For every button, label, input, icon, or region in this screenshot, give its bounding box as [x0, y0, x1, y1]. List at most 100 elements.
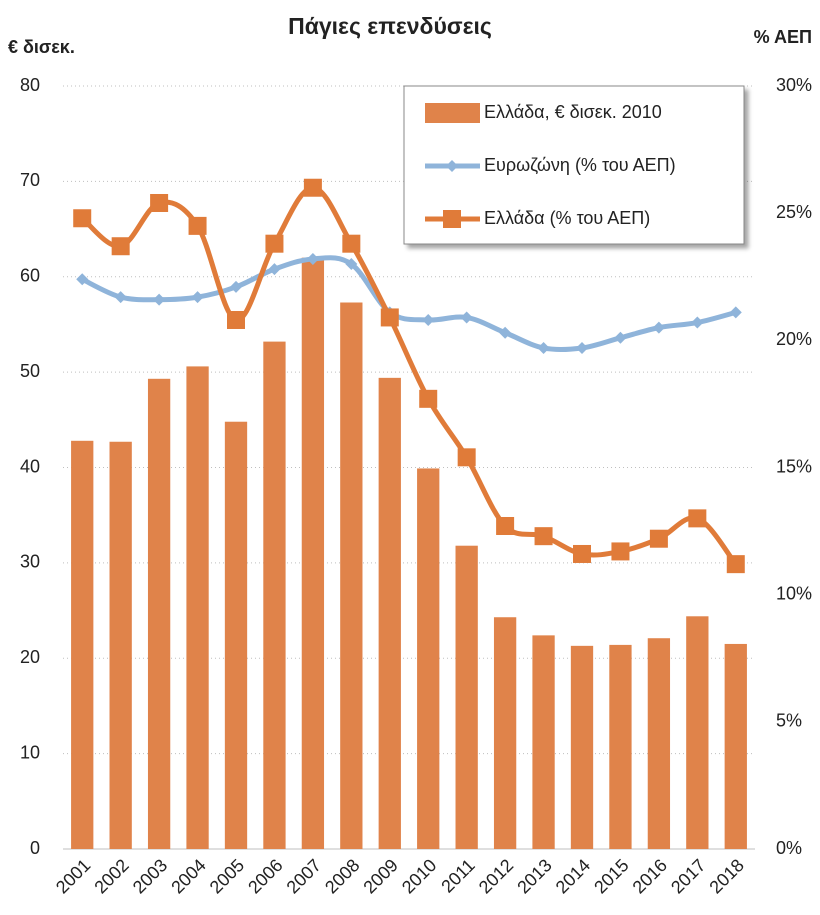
- marker: [419, 389, 438, 408]
- bar: [301, 257, 325, 849]
- x-tick-label: 2009: [360, 855, 402, 897]
- bar: [686, 616, 709, 849]
- legend-label: Ελλάδα, € δισεκ. 2010: [484, 102, 662, 122]
- x-tick-label: 2013: [513, 855, 555, 897]
- marker: [729, 306, 742, 319]
- y2-tick-label: 25%: [776, 202, 812, 222]
- x-tick-label: 2011: [437, 855, 479, 897]
- x-tick-label: 2010: [398, 855, 440, 897]
- marker: [227, 310, 245, 329]
- y-tick-label: 30: [20, 552, 40, 572]
- marker: [265, 234, 284, 253]
- bar: [186, 366, 209, 849]
- y2-tick-label: 30%: [776, 75, 812, 95]
- y-tick-label: 40: [20, 456, 40, 476]
- marker: [611, 542, 630, 561]
- y2-tick-label: 5%: [776, 711, 802, 731]
- legend: Ελλάδα, € δισεκ. 2010 Ευρωζώνη (% του ΑΕΠ…: [403, 85, 745, 245]
- bar: [147, 378, 171, 849]
- bar: [109, 441, 132, 849]
- line: [81, 255, 737, 353]
- marker: [688, 509, 707, 528]
- y-tick-label: 60: [20, 266, 40, 286]
- marker: [534, 527, 553, 546]
- x-tick-label: 2008: [321, 855, 363, 897]
- x-tick-label: 2015: [590, 855, 632, 897]
- x-tick-label: 2001: [52, 855, 94, 897]
- y2-tick-label: 20%: [776, 329, 812, 349]
- x-tick-label: 2014: [552, 855, 594, 897]
- bar: [570, 645, 594, 849]
- bar: [609, 644, 632, 849]
- marker: [345, 258, 358, 271]
- bar: [493, 617, 517, 849]
- bar: [647, 638, 671, 849]
- y-tick-label: 10: [20, 742, 40, 762]
- marker: [614, 331, 627, 344]
- x-tick-label: 2002: [90, 855, 132, 897]
- marker: [114, 291, 127, 304]
- marker: [380, 308, 399, 327]
- x-tick-label: 2003: [129, 855, 171, 897]
- chart-title: Πάγιες επενδύσεις: [288, 13, 492, 39]
- marker: [342, 234, 361, 253]
- marker: [496, 516, 515, 535]
- x-tick-label: 2012: [475, 855, 517, 897]
- bar: [724, 643, 747, 849]
- marker: [443, 210, 461, 228]
- bar: [417, 468, 440, 849]
- marker: [537, 341, 550, 354]
- bar: [455, 545, 478, 849]
- x-tick-label: 2018: [706, 855, 748, 897]
- bar: [340, 302, 363, 850]
- marker: [73, 209, 92, 228]
- marker: [422, 313, 435, 326]
- x-tick-label: 2017: [667, 855, 709, 897]
- marker: [150, 193, 169, 212]
- marker: [76, 273, 89, 286]
- marker: [726, 555, 745, 574]
- x-tick-label: 2016: [629, 855, 671, 897]
- marker: [268, 263, 281, 276]
- marker: [652, 321, 665, 334]
- marker: [111, 237, 130, 256]
- y-tick-label: 80: [20, 75, 40, 95]
- legend-swatch: [425, 103, 480, 123]
- bar: [532, 635, 555, 849]
- marker: [576, 341, 588, 354]
- marker: [691, 316, 704, 329]
- marker: [303, 178, 322, 197]
- marker: [573, 544, 591, 563]
- bar: [263, 341, 286, 849]
- bar: [378, 377, 401, 849]
- y-axis-label: € δισεκ.: [8, 37, 75, 57]
- marker: [191, 291, 204, 304]
- x-tick-label: 2007: [283, 855, 325, 897]
- bar: [224, 421, 248, 849]
- y2-axis-label: % ΑΕΠ: [754, 27, 812, 47]
- y-tick-label: 70: [20, 170, 40, 190]
- x-tick-label: 2006: [244, 855, 286, 897]
- marker: [499, 326, 512, 339]
- bar: [71, 440, 94, 849]
- y2-tick-label: 15%: [776, 456, 812, 476]
- marker: [457, 448, 476, 467]
- legend-label: Ελλάδα (% του ΑΕΠ): [484, 208, 650, 228]
- legend-label: Ευρωζώνη (% του ΑΕΠ): [484, 155, 676, 175]
- x-tick-label: 2005: [206, 855, 248, 897]
- y-tick-label: 20: [20, 647, 40, 667]
- y2-tick-label: 0%: [776, 838, 802, 858]
- marker: [446, 160, 458, 172]
- marker: [460, 311, 473, 324]
- y-tick-label: 50: [20, 361, 40, 381]
- y2-tick-label: 10%: [776, 583, 812, 603]
- x-tick-label: 2004: [167, 855, 209, 897]
- marker: [649, 529, 668, 548]
- marker: [230, 280, 242, 293]
- y-tick-label: 0: [30, 838, 40, 858]
- marker: [188, 216, 207, 235]
- marker: [306, 252, 319, 265]
- marker: [153, 293, 166, 306]
